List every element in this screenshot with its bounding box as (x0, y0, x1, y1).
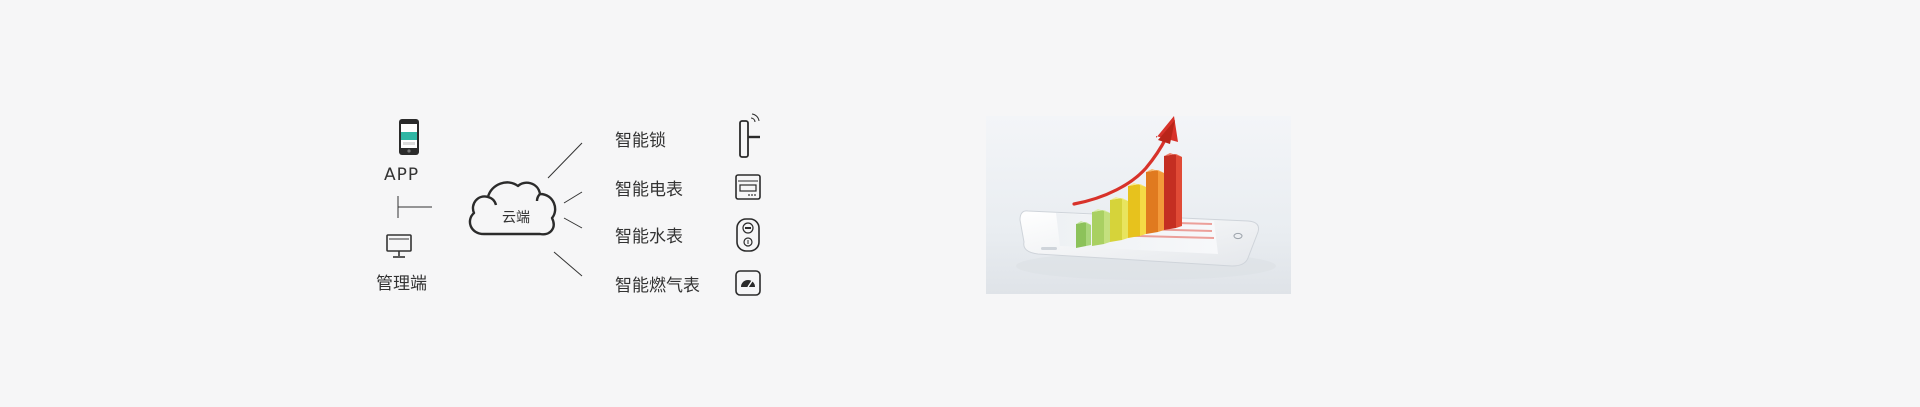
app-admin-connector (397, 196, 432, 218)
cloud-icon (468, 181, 557, 236)
smartphone-icon (399, 119, 419, 155)
water-meter-icon (736, 218, 760, 252)
device-label-electric-meter: 智能电表 (615, 180, 683, 200)
smart-lock-icon (739, 113, 760, 158)
admin-label: 管理端 (376, 274, 427, 294)
electric-meter-icon (735, 174, 761, 200)
device-label-gas-meter: 智能燃气表 (615, 276, 700, 296)
device-label-water-meter: 智能水表 (615, 227, 683, 247)
desktop-computer-icon (386, 234, 412, 258)
cloud-device-connectors (547, 142, 583, 277)
admin-node: 管理端 (376, 232, 446, 294)
app-label: APP (384, 165, 420, 185)
phone-growth-chart-illustration (986, 116, 1291, 294)
app-node: APP (380, 118, 440, 188)
cloud-label: 云端 (502, 210, 530, 226)
device-label-smart-lock: 智能锁 (615, 131, 666, 151)
gas-meter-icon (735, 270, 761, 296)
